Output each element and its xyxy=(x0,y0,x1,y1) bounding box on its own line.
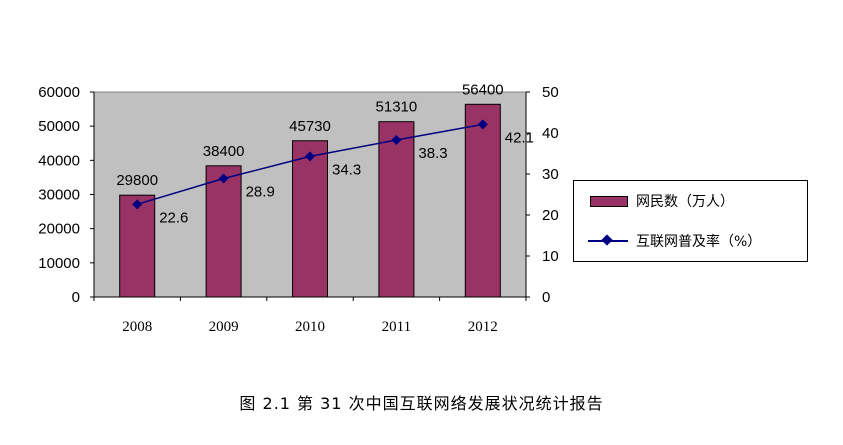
bar-value-label: 56400 xyxy=(462,81,504,98)
left-tick-label: 10000 xyxy=(38,255,80,272)
bar-value-label: 51310 xyxy=(376,99,418,116)
right-tick-label: 20 xyxy=(542,207,559,224)
legend: 网民数（万人） 互联网普及率（%） xyxy=(573,180,808,262)
bar-value-label: 38400 xyxy=(203,143,245,160)
penetration-value-label: 34.3 xyxy=(332,161,361,178)
x-tick-label: 2011 xyxy=(382,319,411,335)
legend-item-users: 网民数（万人） xyxy=(574,189,734,213)
legend-label-users: 网民数（万人） xyxy=(636,194,734,210)
penetration-value-label: 28.9 xyxy=(246,184,275,201)
left-tick-label: 50000 xyxy=(38,118,80,135)
bar-2011 xyxy=(378,121,415,298)
bar-2012 xyxy=(464,103,501,298)
x-tick-label: 2008 xyxy=(122,319,152,335)
penetration-value-label: 22.6 xyxy=(159,209,188,226)
bar-2008 xyxy=(119,194,156,298)
legend-label-penetration: 互联网普及率（%） xyxy=(636,234,762,250)
penetration-value-label: 38.3 xyxy=(418,145,447,162)
left-tick-label: 0 xyxy=(72,289,80,306)
x-tick-label: 2009 xyxy=(209,319,239,335)
bar-value-label: 29800 xyxy=(116,172,158,189)
penetration-marker-2011 xyxy=(391,134,402,145)
legend-item-penetration: 互联网普及率（%） xyxy=(574,229,761,253)
left-tick-label: 20000 xyxy=(38,221,80,238)
left-tick-label: 60000 xyxy=(38,84,80,101)
right-tick-label: 30 xyxy=(542,166,559,183)
left-tick-label: 40000 xyxy=(38,152,80,169)
right-tick-label: 50 xyxy=(542,84,559,101)
bar-2010 xyxy=(292,140,328,298)
penetration-value-label: 42.1 xyxy=(505,129,534,146)
penetration-marker-2010 xyxy=(305,151,315,162)
penetration-marker-2012 xyxy=(477,119,488,130)
right-tick-label: 0 xyxy=(542,289,550,306)
legend-line-swatch xyxy=(588,234,628,248)
figure-caption: 图 2.1 第 31 次中国互联网络发展状况统计报告 xyxy=(239,394,604,413)
penetration-marker-2008 xyxy=(132,199,143,210)
legend-bar-swatch xyxy=(590,195,628,207)
bar-value-label: 45730 xyxy=(289,118,331,135)
right-tick-label: 10 xyxy=(542,248,559,265)
left-tick-label: 30000 xyxy=(38,187,80,204)
penetration-marker-2009 xyxy=(218,173,229,184)
chart: 0 10000 20000 30000 40000 50000 60000 0 10 20 30 40… xyxy=(38,81,559,335)
bar-2009 xyxy=(205,165,242,298)
x-tick-label: 2010 xyxy=(295,319,325,335)
x-tick-label: 2012 xyxy=(468,319,498,335)
right-tick-label: 40 xyxy=(542,125,559,142)
